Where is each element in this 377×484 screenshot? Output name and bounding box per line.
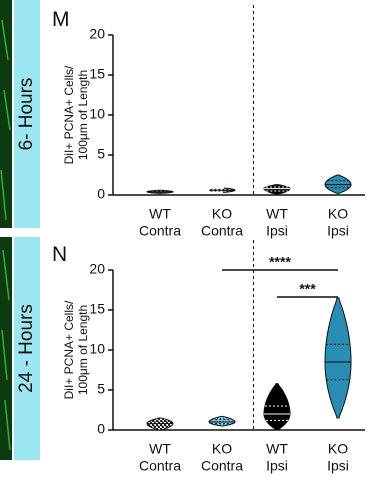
page: {"chart_data": [ {"type": "violin", "pan… [0, 0, 377, 479]
x-tick-label: Contra [201, 458, 243, 474]
violin-body [264, 185, 290, 195]
y-axis-label: 100μm of Length [76, 70, 90, 160]
x-tick-label: KO [212, 206, 232, 222]
y-tick-label: 15 [89, 66, 105, 82]
y-axis-label: DiI+ PCNA+ Cells/ [62, 300, 76, 399]
gap [0, 228, 12, 237]
x-tick-label: WT [149, 206, 171, 222]
x-tick-label: Ipsi [266, 458, 288, 474]
y-tick-label: 5 [97, 381, 105, 397]
panel-label: M [52, 8, 70, 31]
y-tick-label: 10 [89, 106, 105, 122]
x-tick-label: Ipsi [327, 223, 349, 239]
y-tick-label: 5 [97, 146, 105, 162]
significance-label: **** [269, 254, 291, 270]
y-tick-label: 0 [97, 186, 105, 202]
y-tick-label: 20 [89, 261, 105, 277]
violin-body [325, 298, 351, 418]
figure: 6- Hours M DiI+ PCNA+ Cells/100μm of Lengt… [0, 0, 377, 479]
y-tick-label: 15 [89, 301, 105, 317]
x-tick-label: WT [149, 441, 171, 457]
row-label: 24 - Hours [16, 304, 37, 393]
x-tick-label: Contra [139, 458, 181, 474]
y-axis-label: DiI+ PCNA+ Cells/ [62, 65, 76, 164]
row-label: 6- Hours [16, 78, 37, 151]
x-tick-label: Contra [139, 223, 181, 239]
x-tick-label: Contra [201, 223, 243, 239]
x-tick-label: Ipsi [327, 458, 349, 474]
y-tick-label: 10 [89, 341, 105, 357]
significance-label: *** [299, 281, 316, 297]
x-tick-label: WT [266, 441, 288, 457]
x-tick-label: KO [212, 441, 232, 457]
y-tick-label: 0 [97, 421, 105, 437]
violin-body [209, 416, 235, 426]
x-tick-label: KO [328, 206, 348, 222]
x-tick-label: KO [328, 441, 348, 457]
y-axis-label: 100μm of Length [76, 305, 90, 395]
x-tick-label: Ipsi [266, 223, 288, 239]
y-tick-label: 20 [89, 26, 105, 42]
x-tick-label: WT [266, 206, 288, 222]
panel-label: N [52, 243, 67, 266]
violin-body [264, 384, 290, 430]
